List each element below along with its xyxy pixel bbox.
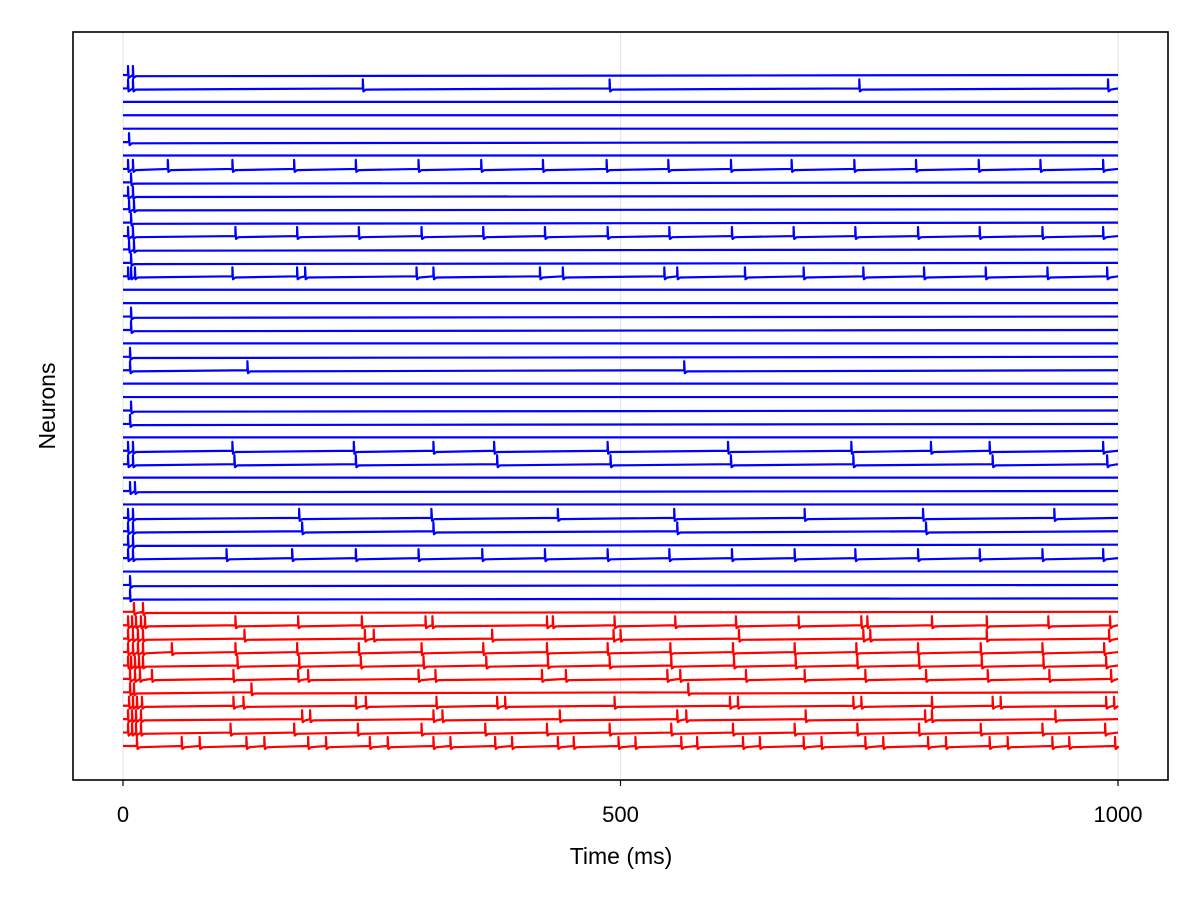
neuron-trace-b1 [123, 64, 1119, 80]
neuron-trace-b16 [123, 266, 1119, 281]
neuron-trace-b13 [123, 225, 1119, 241]
x-tick-label: 500 [602, 802, 639, 827]
neuron-trace-b8 [123, 158, 1119, 173]
neuron-trace-b30 [123, 454, 1119, 469]
neuron-trace-b19 [123, 306, 1119, 321]
neuron-trace-r3 [123, 628, 1119, 643]
neuron-trace-b23 [123, 360, 1119, 375]
neuron-trace-b39 [123, 574, 1119, 590]
neuron-trace-r11 [123, 735, 1120, 751]
y-axis-label: Neurons [34, 363, 60, 450]
neuron-trace-b11 [123, 199, 1119, 214]
neuron-trace-b26 [123, 400, 1119, 415]
neuron-trace-r8 [123, 695, 1119, 710]
x-gridlines [122, 33, 1119, 779]
neuron-traces [123, 64, 1120, 751]
neuron-trace-b29 [123, 440, 1119, 455]
neuron-trace-b40 [123, 588, 1119, 603]
neuron-trace-b32 [123, 480, 1119, 496]
neuron-trace-r5 [123, 655, 1119, 670]
neuron-trace-b22 [123, 346, 1119, 361]
neuron-trace-b35 [123, 521, 1119, 536]
neuron-trace-r7 [123, 682, 1119, 697]
neuron-trace-r9 [123, 709, 1119, 724]
neuron-trace-r6 [123, 668, 1119, 683]
x-tick-label: 0 [117, 802, 129, 827]
neuron-trace-b10 [123, 185, 1119, 200]
x-axis-label: Time (ms) [570, 843, 673, 869]
neuron-trace-b34 [123, 507, 1119, 522]
neuron-trace-b36 [123, 534, 1119, 549]
neuron-trace-b12 [123, 212, 1119, 227]
neuron-trace-r2 [123, 615, 1119, 630]
neuron-trace-b20 [123, 319, 1119, 335]
neuron-trace-b27 [123, 413, 1119, 428]
neuron-trace-b2 [123, 78, 1119, 93]
neuron-trace-r1 [123, 601, 1119, 616]
x-axis-ticks: 0 500 1000 [117, 780, 1143, 827]
neuron-trace-b6 [123, 132, 1119, 147]
x-tick-label: 1000 [1094, 802, 1143, 827]
neuron-trace-b14 [123, 239, 1119, 254]
neuron-trace-r4 [123, 642, 1119, 657]
neuron-trace-b15 [123, 252, 1119, 267]
neuron-trace-b37 [123, 548, 1119, 563]
neuron-trace-r10 [123, 722, 1119, 737]
neuron-trace-b9 [123, 172, 1119, 187]
